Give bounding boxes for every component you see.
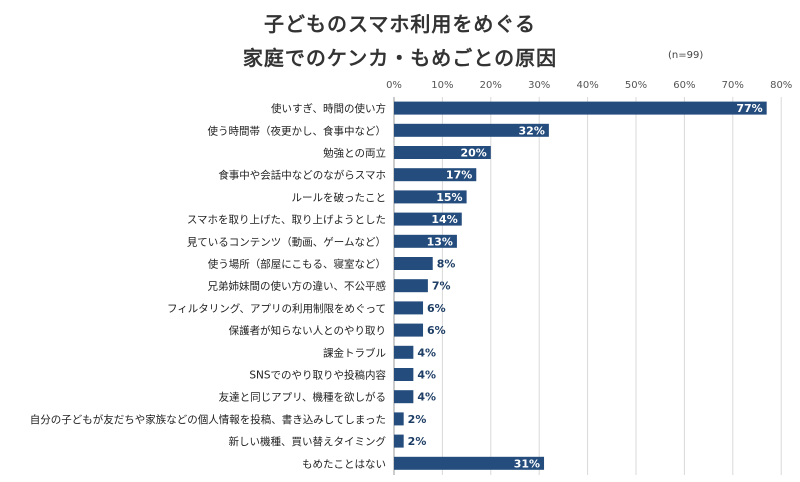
data-label: 13%: [427, 235, 453, 248]
bar: [394, 345, 414, 359]
bar: [394, 123, 549, 137]
bar: [394, 390, 414, 404]
bar: [394, 212, 462, 226]
x-tick-label: 70%: [722, 80, 744, 91]
category-label: 友達と同じアプリ、機種を欲しがる: [219, 391, 386, 404]
chart-title-line-1: 子どものスマホ利用をめぐる: [264, 12, 536, 36]
x-tick-label: 10%: [431, 80, 453, 91]
data-label: 6%: [427, 324, 446, 337]
category-label: 新しい機種、買い替えタイミング: [229, 435, 387, 448]
category-label: 食事中や会話中などのながらスマホ: [218, 169, 386, 182]
x-tick-label: 40%: [576, 80, 598, 91]
x-tick-label: 60%: [673, 80, 695, 91]
chart-title-line-2: 家庭でのケンカ・もめごとの原因: [242, 46, 558, 70]
category-label: 使いすぎ、時間の使い方: [271, 102, 386, 115]
data-label: 2%: [408, 413, 427, 426]
data-label: 15%: [436, 191, 462, 204]
data-label: 20%: [460, 147, 486, 160]
x-tick-label: 20%: [480, 80, 502, 91]
category-label: 課金トラブル: [323, 346, 386, 359]
bar: [394, 368, 414, 381]
data-label: 7%: [432, 280, 451, 293]
bar: [394, 434, 404, 448]
data-label: 8%: [437, 258, 456, 271]
category-label: 勉強との両立: [323, 147, 386, 160]
category-label: 見ているコンテンツ（動画、ゲームなど）: [187, 235, 386, 248]
category-label: SNSでのやり取りや投稿内容: [249, 369, 386, 382]
category-label: 使う場所（部屋にこもる、寝室など）: [208, 258, 386, 271]
bar: [394, 101, 767, 115]
x-tick-label: 30%: [528, 80, 550, 91]
category-label: 保護者が知らない人とのやり取り: [229, 324, 386, 337]
data-label: 32%: [519, 124, 545, 137]
bar: [394, 190, 467, 204]
x-tick-label: 80%: [770, 80, 792, 91]
category-label: 兄弟姉妹間の使い方の違い、不公平感: [208, 280, 387, 293]
data-label: 31%: [514, 457, 540, 470]
data-label: 4%: [417, 346, 436, 359]
data-label: 77%: [736, 102, 762, 115]
bar: [394, 279, 428, 293]
bar: [394, 234, 457, 248]
bar: [394, 257, 433, 270]
bar: [394, 412, 404, 426]
category-label: 使う時間帯（夜更かし、食事中など）: [208, 124, 387, 137]
category-label: フィルタリング、アプリの利用制限をめぐって: [167, 302, 386, 315]
category-label: 自分の子どもが友だちや家族などの個人情報を投稿、書き込みしてしまった: [30, 413, 386, 426]
category-label: ルールを破ったこと: [292, 191, 387, 204]
sample-size-note: (n=99): [668, 50, 704, 61]
data-label: 14%: [431, 213, 457, 226]
x-tick-label: 0%: [386, 80, 402, 91]
data-label: 6%: [427, 302, 446, 315]
bar: [394, 323, 424, 337]
bar: [394, 456, 545, 470]
data-label: 2%: [408, 435, 427, 448]
category-label: もめたことはない: [302, 458, 386, 470]
data-label: 4%: [417, 369, 436, 382]
data-label: 4%: [417, 391, 436, 404]
data-label: 17%: [446, 169, 472, 182]
bar: [394, 301, 424, 315]
category-label: スマホを取り上げた、取り上げようとした: [187, 214, 386, 226]
bar: [394, 168, 477, 182]
bar: [394, 146, 491, 159]
x-tick-label: 50%: [625, 80, 647, 91]
